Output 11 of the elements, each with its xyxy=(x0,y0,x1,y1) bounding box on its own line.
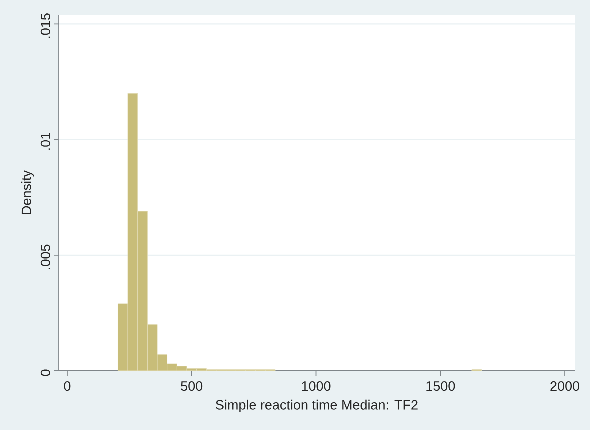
y-tick-label: 0 xyxy=(40,370,50,376)
x-tick-label: 500 xyxy=(181,382,203,392)
x-tick-label: 2000 xyxy=(550,382,580,392)
x-tick-label: 0 xyxy=(64,382,71,392)
x-axis-title: Simple reaction time Median: TF2 xyxy=(216,400,418,413)
x-tick-label: 1500 xyxy=(426,382,456,392)
y-axis-title: Density xyxy=(21,170,34,214)
y-tick-label: .005 xyxy=(40,244,50,270)
y-tick-label: .015 xyxy=(40,14,50,38)
y-tick-label: .01 xyxy=(40,133,50,150)
x-tick-label: 1000 xyxy=(302,382,331,392)
